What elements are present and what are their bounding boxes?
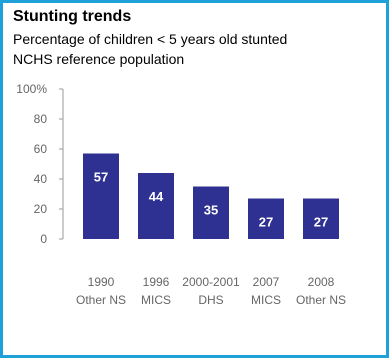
chart-title: Stunting trends — [13, 8, 132, 25]
x-category-sublabel: Other NS — [76, 293, 126, 307]
x-category-sublabel: MICS — [251, 293, 281, 307]
x-category-sublabel: DHS — [198, 293, 223, 307]
y-tick-label: 20 — [34, 202, 48, 216]
bar — [303, 198, 339, 239]
y-tick-label: 60 — [34, 142, 48, 156]
bar — [138, 173, 174, 239]
bar-value-label: 44 — [149, 189, 164, 204]
y-tick-label: 0 — [40, 232, 47, 246]
bar — [83, 153, 119, 239]
subtitle-line-2: NCHS reference population — [13, 51, 185, 67]
subtitle-line-1: Percentage of children < 5 years old stu… — [13, 31, 288, 47]
x-category-label: 2000-2001 — [182, 275, 240, 289]
x-category-label: 1996 — [143, 275, 170, 289]
y-tick-label: 40 — [34, 172, 48, 186]
y-tick-label: 100% — [16, 82, 47, 96]
bar-value-label: 57 — [94, 170, 108, 185]
bar-value-label: 35 — [204, 203, 218, 218]
bar — [248, 198, 284, 239]
bar-value-label: 27 — [259, 215, 273, 230]
x-category-label: 2008 — [308, 275, 335, 289]
chart-subtitle: Percentage of children < 5 years old stu… — [13, 29, 287, 69]
bar-value-label: 27 — [314, 215, 328, 230]
y-tick-label: 80 — [34, 112, 48, 126]
x-category-label: 1990 — [88, 275, 115, 289]
x-category-label: 2007 — [253, 275, 280, 289]
bar — [193, 186, 229, 239]
x-category-sublabel: Other NS — [296, 293, 346, 307]
x-category-sublabel: MICS — [141, 293, 171, 307]
